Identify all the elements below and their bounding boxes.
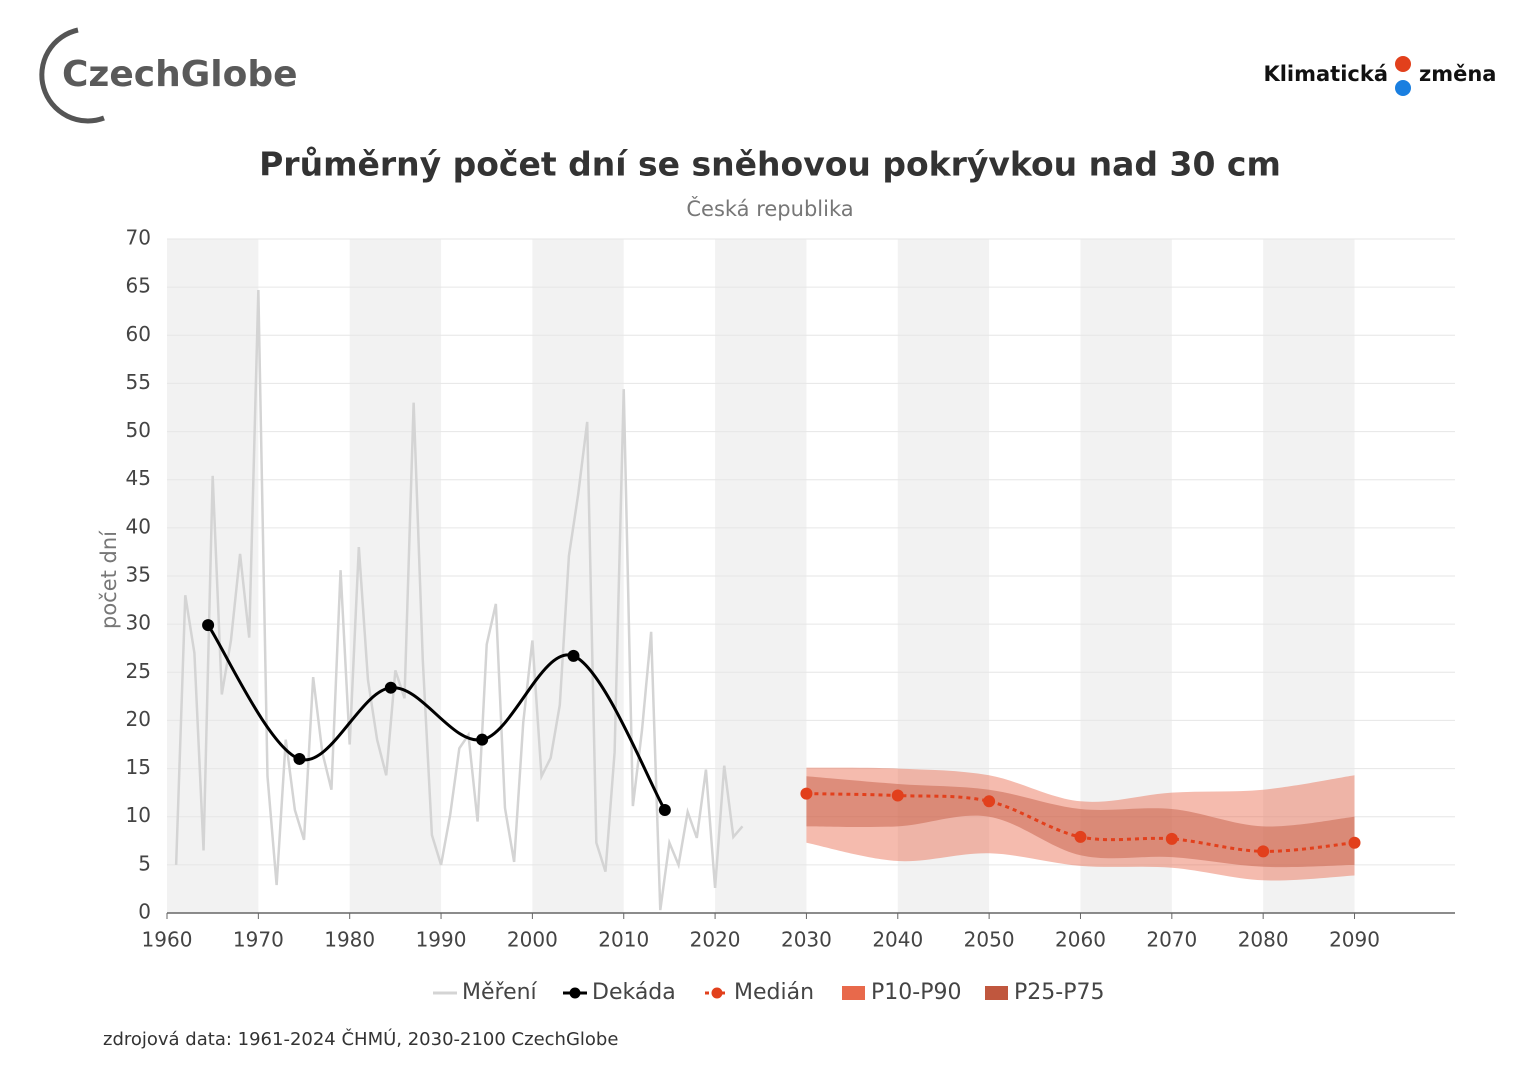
chart-subtitle: Česká republika [686,196,853,221]
x-tick-label: 1990 [416,928,467,952]
y-axis-label: počet dní [97,530,121,629]
marker [567,649,580,662]
y-tick-label: 5 [138,851,151,875]
x-tick-label: 2050 [964,928,1015,952]
logo-arc [39,27,105,124]
x-tick-label: 2080 [1238,928,1289,952]
legend-label: Medián [734,980,814,1005]
y-tick-label: 70 [126,226,151,250]
x-tick-label: 2070 [1146,928,1197,952]
x-tick-label: 2090 [1329,928,1380,952]
y-tick-label: 40 [126,514,151,538]
legend-marker [711,987,723,999]
x-tick-label: 1960 [142,928,193,952]
y-tick-label: 35 [126,563,151,587]
source-note: zdrojová data: 1961-2024 ČHMÚ, 2030-2100… [103,1028,618,1050]
marker [1348,836,1361,849]
y-tick-label: 25 [126,659,151,683]
x-tick-label: 2000 [507,928,558,952]
marker [1257,845,1270,858]
czechglobe-logo: CzechGlobe [39,27,298,124]
marker [800,787,813,800]
x-tick-label: 1970 [233,928,284,952]
logo-text: změna [1419,62,1496,86]
y-tick-label: 50 [126,418,151,442]
legend-label: P10-P90 [871,980,961,1005]
logo-text: Klimatická [1263,62,1388,86]
logo-drop [1395,80,1411,96]
logo-text: CzechGlobe [62,54,298,95]
marker [891,789,904,802]
y-tick-label: 60 [126,322,151,346]
x-tick-label: 2030 [781,928,832,952]
marker [1165,832,1178,845]
marker [1074,830,1087,843]
chart-title: Průměrný počet dní se sněhovou pokrývkou… [259,145,1281,184]
marker [476,733,489,746]
y-tick-label: 0 [138,900,151,924]
y-tick-label: 65 [126,274,151,298]
y-tick-label: 15 [126,755,151,779]
measurement-line [174,289,744,911]
y-tick-label: 10 [126,803,151,827]
marker [983,795,996,808]
y-tick-label: 30 [126,611,151,635]
marker [384,681,397,694]
x-tick-label: 2010 [598,928,649,952]
x-tick-label: 1980 [324,928,375,952]
smooth-line [206,624,667,811]
y-tick-label: 55 [126,370,151,394]
marker [202,619,215,632]
marker [658,803,671,816]
marker [293,752,306,765]
x-tick-label: 2040 [872,928,923,952]
x-tick-label: 2060 [1055,928,1106,952]
logo-drop [1395,56,1411,72]
legend-marker [569,987,581,999]
legend-label: Měření [462,980,538,1005]
y-tick-label: 20 [126,707,151,731]
legend-swatch [985,986,1008,1000]
klimaticka-logo: Klimatická změna [1263,56,1496,96]
y-tick-label: 45 [126,466,151,490]
legend-label: P25-P75 [1014,980,1104,1005]
x-tick-label: 2020 [690,928,741,952]
legend-swatch [842,986,865,1000]
legend-label: Dekáda [592,980,676,1005]
